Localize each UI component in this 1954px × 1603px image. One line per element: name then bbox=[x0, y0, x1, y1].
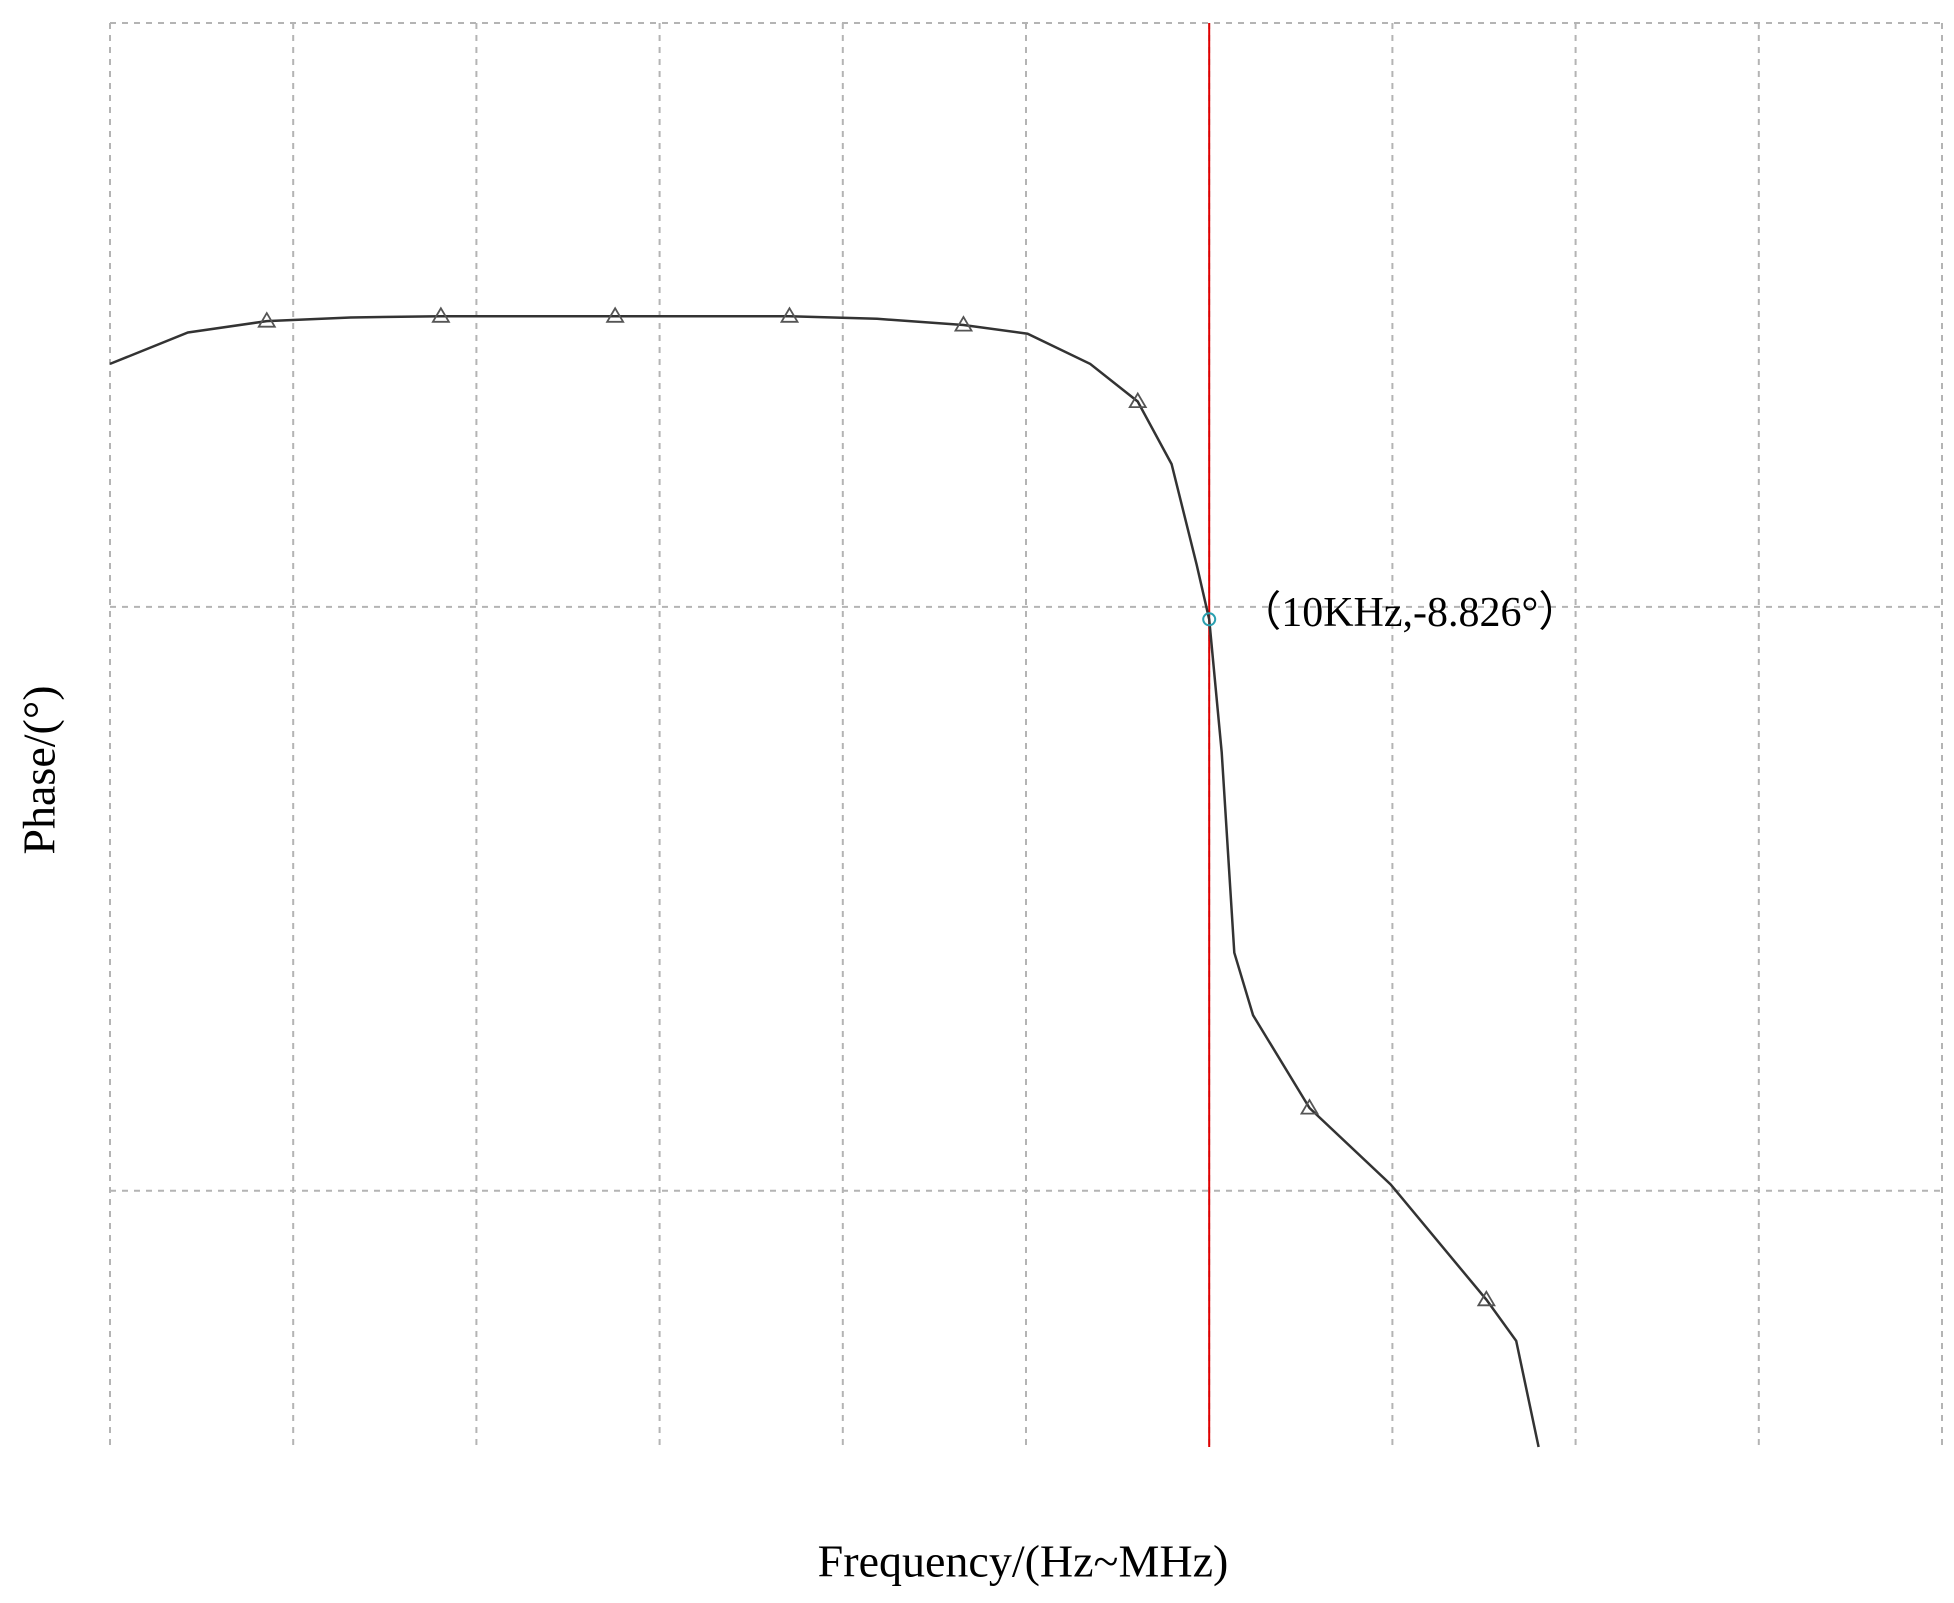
triangle-marker bbox=[953, 315, 974, 332]
triangle-marker bbox=[1128, 391, 1148, 409]
triangle-marker bbox=[779, 306, 800, 323]
triangle-marker bbox=[431, 306, 451, 323]
triangle-marker bbox=[1299, 1098, 1320, 1115]
triangle-marker bbox=[1476, 1289, 1496, 1307]
triangle-marker bbox=[257, 311, 277, 328]
x-axis-label: Frequency/(Hz~MHz) bbox=[818, 1536, 1229, 1587]
annotation-point bbox=[1202, 612, 1217, 627]
y-axis-label: Phase/(°) bbox=[14, 685, 65, 854]
triangle-marker bbox=[605, 306, 625, 323]
annotation-label: （10KHz,-8.826°） bbox=[1239, 590, 1580, 636]
phase-line bbox=[109, 314, 1540, 1448]
